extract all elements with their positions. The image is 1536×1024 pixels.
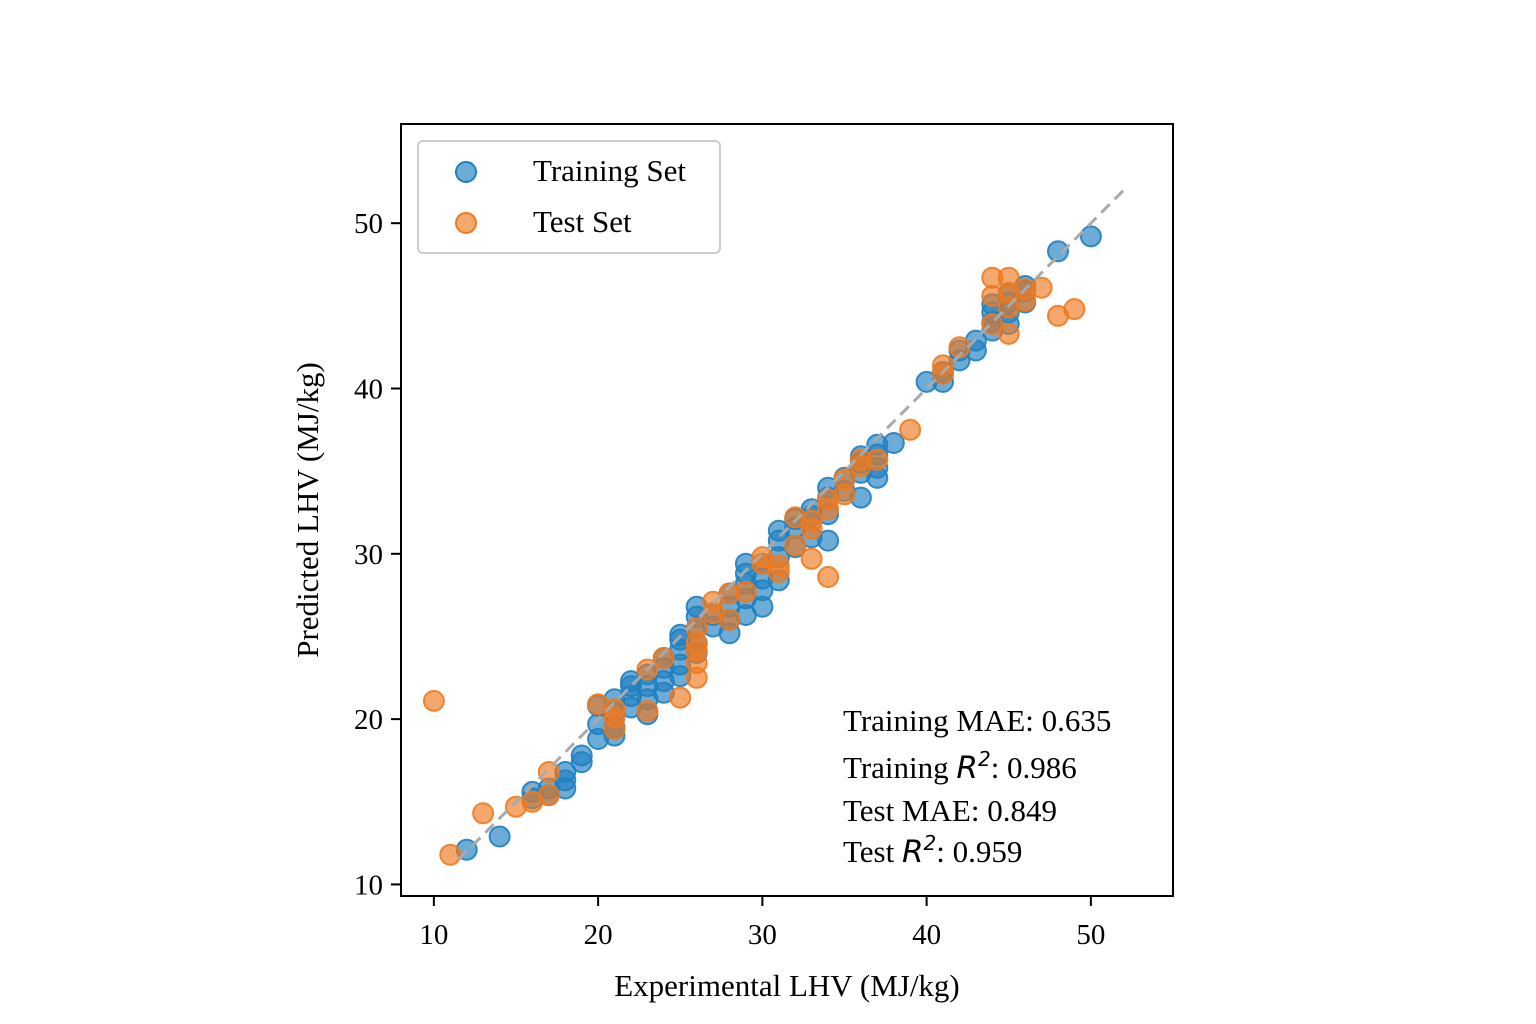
- y-tick-label: 10: [354, 869, 383, 901]
- test-point: [422, 689, 445, 712]
- legend-box: [417, 140, 721, 254]
- training-point: [817, 529, 840, 552]
- test-point: [603, 698, 626, 721]
- test-point: [718, 608, 741, 631]
- metric-test-r2: Test R2: 0.959: [843, 831, 1022, 870]
- test-point: [784, 534, 807, 557]
- test-point: [734, 580, 757, 603]
- metric-test-mae: Test MAE: 0.849: [843, 793, 1057, 828]
- x-tick-label: 20: [584, 919, 613, 951]
- training-point: [1079, 225, 1102, 248]
- axis-ticks: 10 20 30 40 50 10 20 30 40 50: [354, 208, 1105, 951]
- x-tick-label: 40: [912, 919, 941, 951]
- test-point: [899, 418, 922, 441]
- test-point: [439, 843, 462, 866]
- test-point: [932, 354, 954, 377]
- y-axis-label: Predicted LHV (MJ/kg): [290, 362, 325, 658]
- legend: Training Set Test Set: [417, 140, 721, 254]
- x-tick-label: 30: [748, 919, 777, 951]
- metrics-annotation: Training MAE: 0.635 Training R2: 0.986 T…: [843, 703, 1111, 870]
- legend-marker-training: [455, 161, 477, 183]
- y-tick-label: 40: [354, 373, 383, 405]
- test-point: [472, 802, 495, 825]
- test-point: [1030, 276, 1053, 299]
- metric-training-mae: Training MAE: 0.635: [843, 703, 1111, 738]
- test-point: [800, 547, 823, 570]
- test-point: [866, 448, 889, 471]
- y-tick-label: 50: [354, 208, 383, 240]
- plot-frame: [400, 123, 1174, 897]
- test-point: [800, 509, 823, 532]
- test-point: [817, 566, 840, 588]
- x-axis-label: Experimental LHV (MJ/kg): [614, 968, 960, 1003]
- x-tick-label: 10: [419, 919, 448, 951]
- y-tick-label: 30: [354, 539, 383, 571]
- legend-marker-test: [455, 212, 477, 234]
- y-tick-label: 20: [354, 704, 383, 736]
- test-point: [997, 266, 1020, 289]
- test-point: [537, 784, 560, 807]
- training-point: [1047, 240, 1069, 263]
- test-point: [537, 761, 560, 783]
- training-point: [570, 744, 593, 767]
- test-point: [1063, 298, 1086, 321]
- x-tick-label: 50: [1076, 919, 1105, 951]
- training-point: [488, 825, 511, 848]
- training-point: [882, 432, 905, 454]
- metric-training-r2: Training R2: 0.986: [843, 747, 1077, 786]
- test-point: [767, 554, 790, 577]
- test-point: [652, 647, 675, 669]
- identity-line: [457, 185, 1129, 861]
- reference-line-layer: [457, 185, 1129, 861]
- data-points: [422, 225, 1102, 866]
- test-point: [636, 699, 659, 722]
- legend-label-training: Training Set: [533, 153, 686, 188]
- test-point: [669, 686, 692, 709]
- test-set-points: [422, 266, 1086, 866]
- test-point: [997, 322, 1020, 345]
- legend-label-test: Test Set: [533, 204, 632, 239]
